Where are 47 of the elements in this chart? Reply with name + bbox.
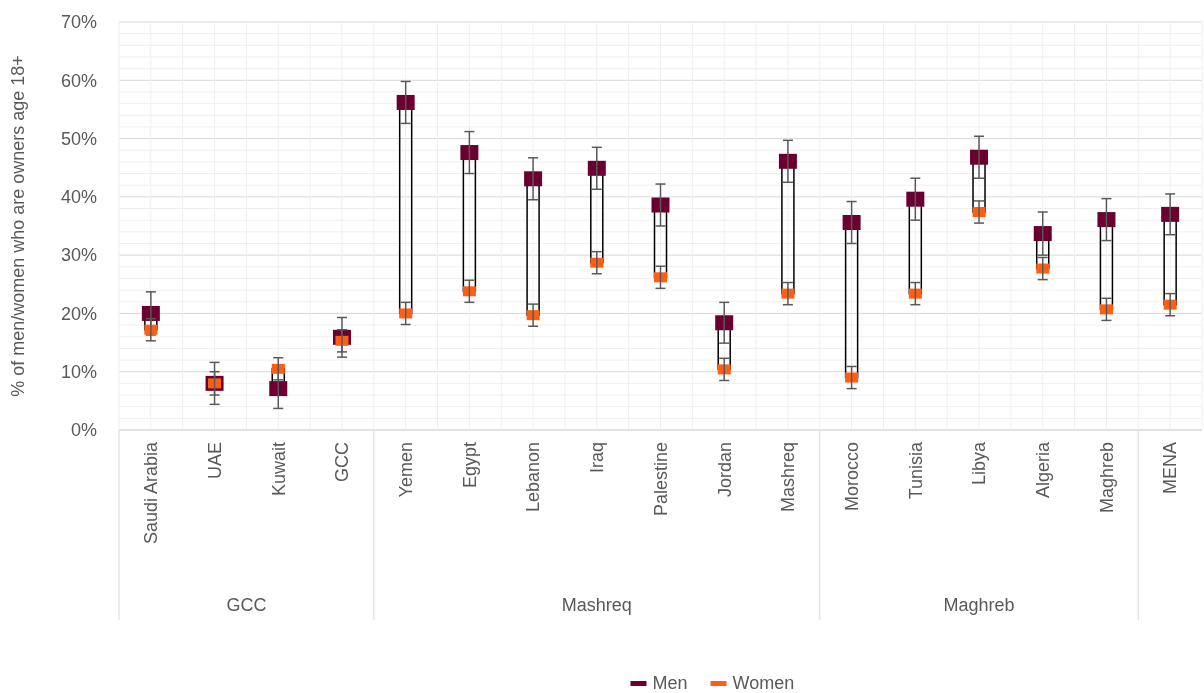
x-tick-label: Iraq	[587, 442, 608, 474]
point	[271, 363, 285, 374]
x-tick-label: Mashreq	[778, 442, 799, 513]
point	[1036, 263, 1050, 274]
x-tick-label: MENA	[1160, 442, 1181, 495]
y-axis-title: % of men/women who are owners age 18+	[8, 55, 28, 397]
x-tick-label: Lebanon	[523, 442, 544, 513]
x-tick-label: Yemen	[395, 442, 416, 498]
y-tick-label: 30%	[60, 245, 97, 266]
point	[1097, 212, 1116, 228]
x-tick-label: Jordan	[714, 442, 735, 498]
y-tick-label: 60%	[60, 70, 97, 91]
point	[462, 286, 476, 297]
x-tick-label: Palestine	[650, 442, 671, 517]
x-tick-label: Maghreb	[1096, 442, 1117, 514]
point	[654, 272, 667, 283]
y-tick-label: 70%	[60, 12, 97, 33]
y-tick-label: 0%	[70, 420, 97, 441]
point	[396, 94, 415, 110]
x-tick-label: Libya	[969, 441, 990, 486]
point	[399, 308, 413, 319]
x-tick-label: UAE	[204, 442, 225, 480]
x-tick-label: Algeria	[1033, 441, 1054, 499]
x-tick-label: Saudi Arabia	[141, 441, 162, 545]
x-tick-label: Morocco	[841, 442, 862, 512]
point	[269, 381, 288, 397]
y-tick-label: 40%	[60, 187, 97, 208]
x-tick-label: Kuwait	[268, 442, 289, 497]
legend-label: Women	[732, 673, 795, 693]
legend-label: Men	[652, 673, 688, 693]
point	[651, 197, 670, 213]
point	[845, 372, 859, 383]
text: Mashreq	[561, 595, 632, 616]
x-tick-label: Tunisia	[905, 441, 926, 500]
point	[460, 145, 479, 161]
y-tick-label: 20%	[60, 303, 97, 324]
text: Maghreb	[943, 595, 1015, 616]
x-tick-label: Egypt	[459, 442, 480, 489]
point	[1033, 226, 1052, 242]
point	[906, 191, 925, 207]
y-tick-label: 10%	[60, 362, 97, 383]
x-tick-label: GCC	[332, 442, 353, 482]
point	[908, 288, 922, 299]
point	[842, 215, 861, 230]
text: GCC	[226, 595, 267, 616]
y-tick-label: 50%	[60, 128, 97, 149]
point	[1099, 304, 1113, 315]
